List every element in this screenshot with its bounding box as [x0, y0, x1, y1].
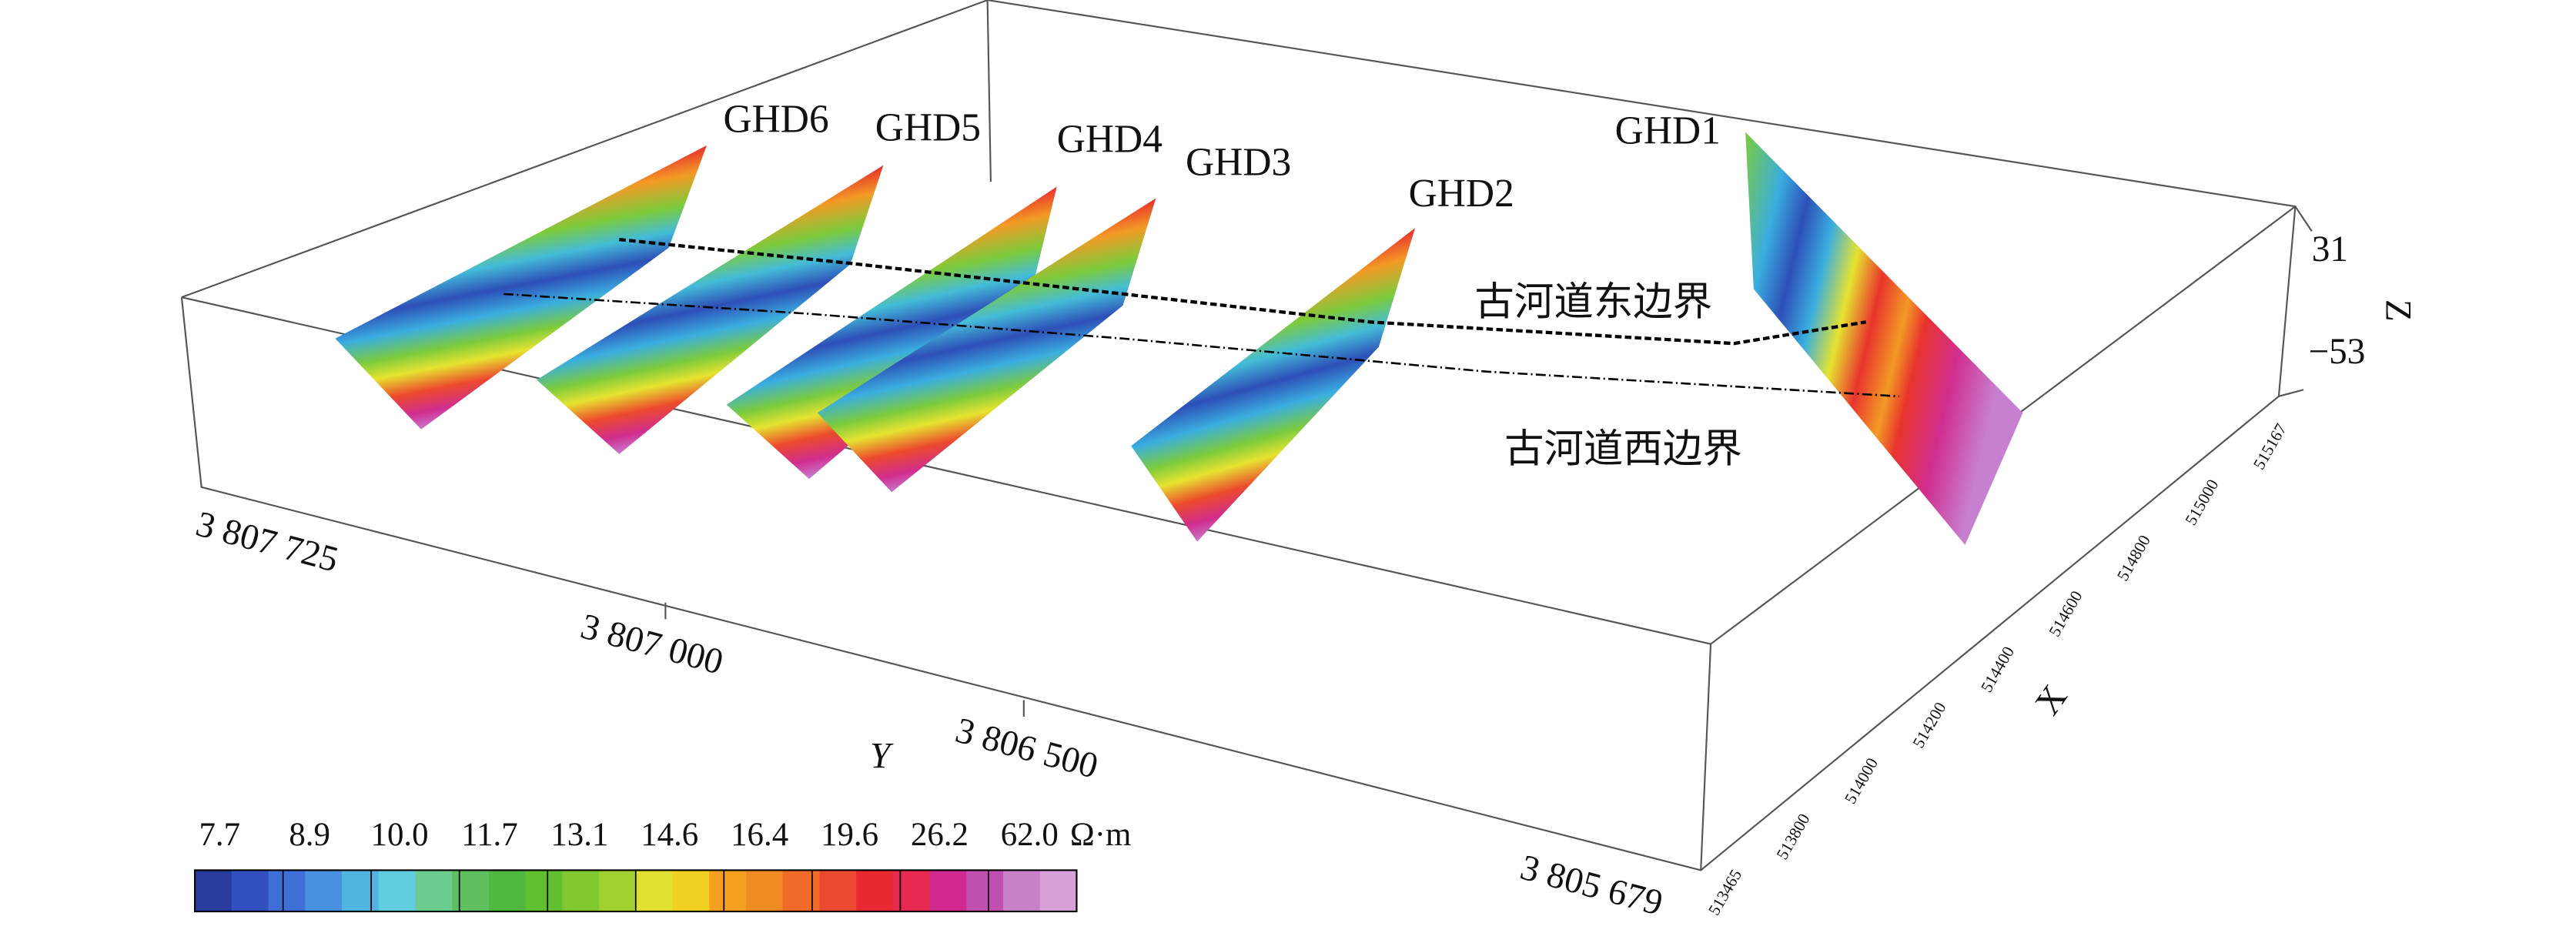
y-tick-label: 3 805 679 — [1516, 848, 1667, 924]
profile-label: GHD3 — [1186, 140, 1291, 184]
x-tick-label: 514400 — [1977, 644, 2018, 696]
colorbar-cell — [709, 870, 747, 912]
profile-ghd6 — [335, 145, 708, 430]
colorbar-tick-label: 13.1 — [550, 817, 608, 853]
colorbar-cell — [635, 870, 674, 912]
colorbar-cell — [268, 870, 306, 912]
profile-label: GHD5 — [875, 105, 981, 149]
x-tick-label: 514200 — [1909, 699, 1950, 751]
colorbar-cell — [856, 870, 894, 912]
profile-label: GHD6 — [723, 98, 828, 142]
x-tick-label: 514800 — [2113, 532, 2154, 584]
colorbar-tick-label: 26.2 — [911, 817, 969, 853]
box-edge — [2294, 206, 2313, 232]
colorbar-cell — [1003, 870, 1041, 912]
profile-ghd5 — [537, 165, 884, 454]
colorbar-tick-label: 8.9 — [289, 817, 330, 853]
colorbar-cell — [892, 870, 931, 912]
colorbar-cell — [782, 870, 821, 912]
colorbar-cell — [195, 870, 233, 912]
y-tick-label: 3 807 725 — [192, 504, 343, 580]
profiles — [335, 132, 2023, 545]
colorbar-unit: Ω·m — [1070, 817, 1131, 853]
profile-ghd2 — [1131, 228, 1416, 542]
profile-ghd4 — [726, 186, 1057, 480]
colorbar-cell — [378, 870, 417, 912]
colorbar-cell — [341, 870, 380, 912]
x-tick-label: 514600 — [2046, 587, 2086, 640]
colorbar-cell — [599, 870, 637, 912]
east-boundary-line — [619, 237, 1867, 346]
profile-label: GHD2 — [1409, 172, 1514, 216]
x-tick-label: 513465 — [1705, 866, 1745, 918]
box-edge — [1700, 644, 1712, 871]
colorbar-cell — [525, 870, 563, 912]
x-tick-label: 515167 — [2250, 420, 2290, 473]
colorbar-tick-label: 19.6 — [821, 817, 878, 853]
colorbar-cell — [415, 870, 453, 912]
annotation: 古河道西边界 — [1504, 428, 1742, 472]
colorbar-tick-label: 10.0 — [371, 817, 429, 853]
colorbar-cell — [305, 870, 343, 912]
colorbar-cell — [1039, 870, 1078, 912]
z-tick-label: −53 — [2309, 332, 2366, 372]
annotation: 古河道东边界 — [1474, 281, 1712, 325]
profile-ghd1 — [1745, 132, 2023, 545]
colorbar-cell — [745, 870, 784, 912]
colorbar-tick-label: 62.0 — [1001, 817, 1059, 853]
colorbar-cell — [672, 870, 710, 912]
profile-label: GHD4 — [1057, 117, 1163, 161]
colorbar-tick-label: 7.7 — [199, 817, 240, 853]
colorbar-cell — [488, 870, 527, 912]
colorbar-cell — [966, 870, 1004, 912]
y-axis-label: Y — [870, 736, 894, 776]
colorbar-cell — [929, 870, 967, 912]
x-tick-label: 513800 — [1773, 811, 1814, 863]
colorbar: 7.7 8.9 10.0 11.7 13.1 14.6 16.4 19.6 26.2 62.0 Ω·… — [194, 817, 1131, 913]
colorbar-tick-label: 14.6 — [641, 817, 698, 853]
profile-label: GHD1 — [1615, 109, 1721, 153]
box-edge — [2278, 389, 2304, 397]
colorbar-cell — [231, 870, 269, 912]
x-tick-label: 514000 — [1841, 755, 1882, 808]
z-axis-label: Z — [2377, 299, 2417, 322]
colorbar-cell — [452, 870, 490, 912]
y-tick-label: 3 806 500 — [952, 711, 1102, 787]
box-edge — [986, 0, 992, 182]
z-tick-label: 31 — [2312, 229, 2348, 269]
profile-ghd3 — [817, 198, 1156, 493]
west-boundary-line — [503, 293, 1899, 398]
colorbar-cell — [562, 870, 600, 912]
y-tick-label: 3 807 000 — [577, 607, 728, 683]
colorbar-cell — [819, 870, 857, 912]
x-axis-label: X — [2027, 678, 2075, 723]
colorbar-tick-label: 11.7 — [461, 817, 517, 853]
x-tick-label: 515000 — [2182, 477, 2223, 529]
colorbar-tick-label: 16.4 — [731, 817, 788, 853]
